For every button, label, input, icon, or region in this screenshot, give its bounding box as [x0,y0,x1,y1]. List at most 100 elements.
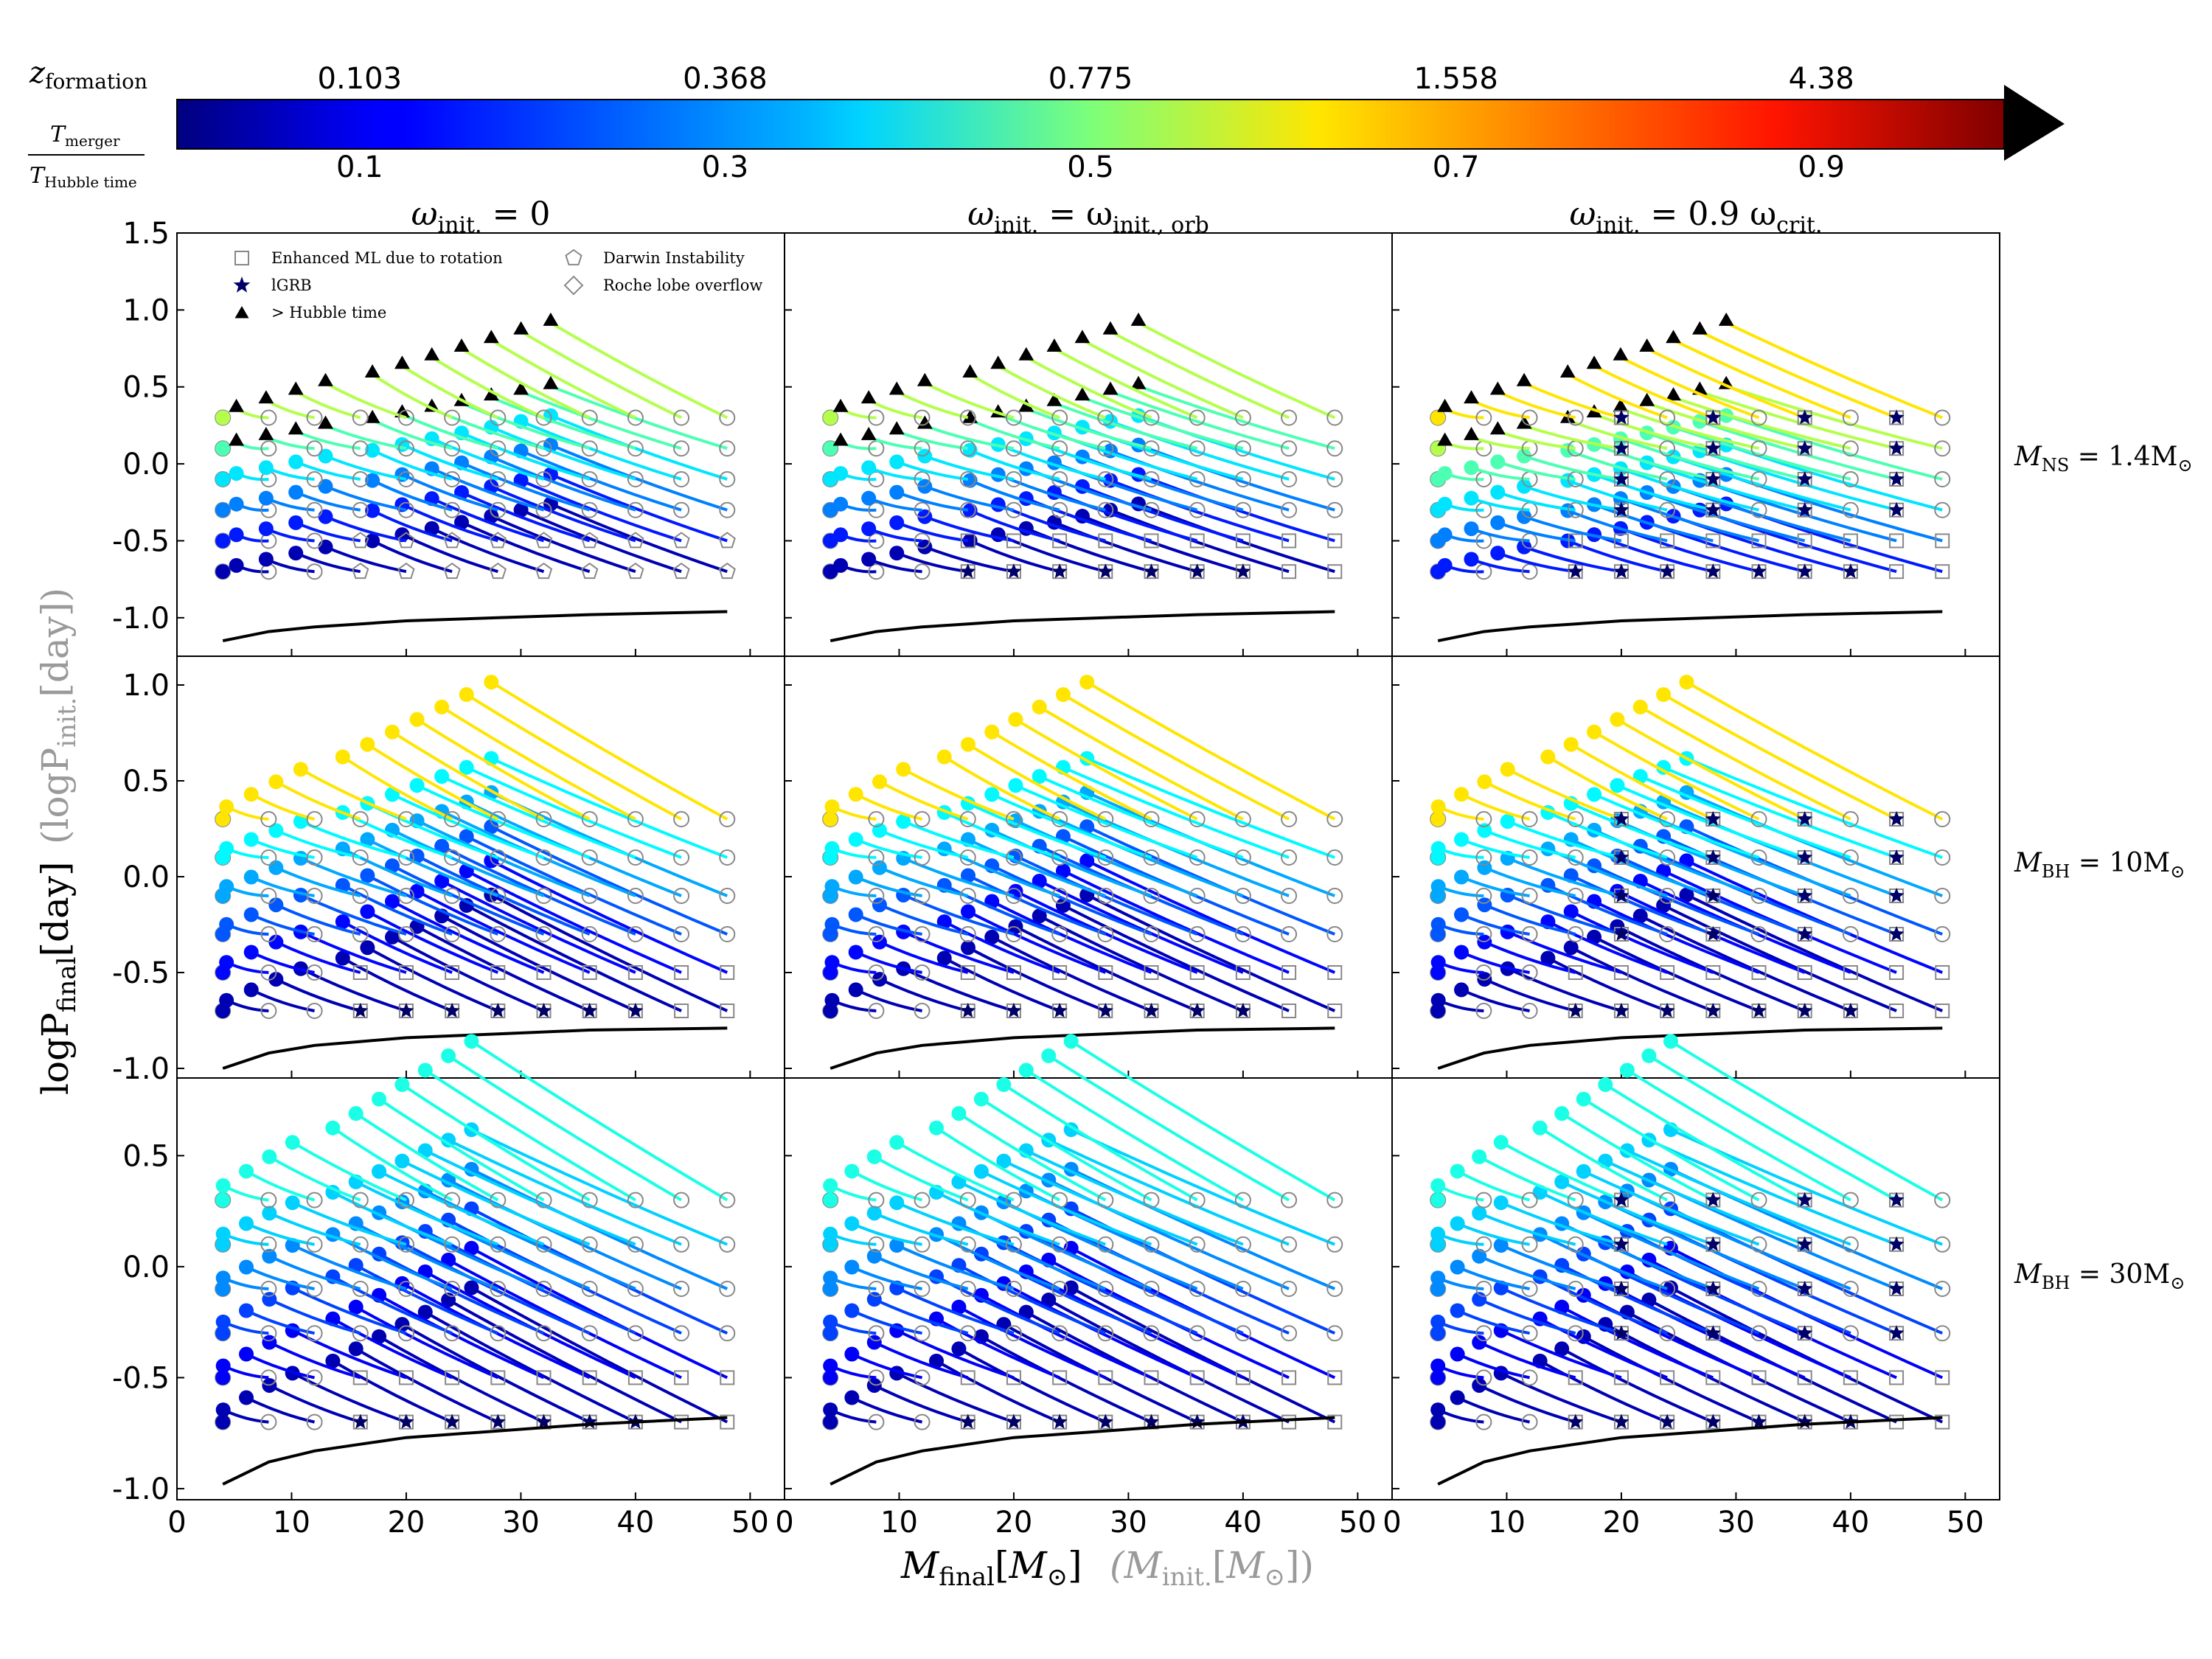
initial-point-marker [914,964,931,981]
evolution-track [969,418,1060,451]
final-point-marker [215,441,231,456]
panel-r1-c2 [1391,655,2000,1079]
evolution-track [1500,1371,1622,1424]
final-point-marker [1430,879,1446,894]
initial-point-marker [306,811,323,827]
initial-point-marker [914,849,931,866]
lgrb-star-marker [1705,1236,1721,1251]
hubble-time-marker [1586,355,1602,369]
evolution-track [447,1054,683,1202]
evolution-track [520,508,682,574]
evolution-track [1038,775,1244,859]
evolution-track [868,435,922,451]
legend-label: Enhanced ML due to rotation [271,249,503,267]
initial-point-marker [1097,440,1114,457]
enhanced-ml-marker [1889,1414,1905,1430]
evolution-track [341,883,453,936]
evolution-track [424,1270,636,1380]
final-point-marker [484,509,499,524]
initial-point-marker [868,964,885,981]
initial-point-marker [719,888,736,904]
initial-point-marker [1234,888,1251,904]
enhanced-ml-marker [1281,965,1297,980]
evolution-track [1561,1180,1714,1246]
evolution-track [967,946,1107,1012]
final-point-marker [1430,1402,1446,1418]
lgrb-star-marker [352,1413,369,1429]
final-point-marker [1454,945,1470,960]
evolution-track [1582,1211,1760,1290]
evolution-track [1686,757,1943,859]
final-point-marker [1430,1358,1446,1374]
initial-point-marker [627,926,644,942]
enhanced-ml-marker [1705,533,1721,549]
lgrb-star-marker [1797,1003,1813,1018]
final-point-marker [848,869,863,885]
enhanced-ml-marker [1705,965,1721,980]
hubble-time-marker [888,421,905,435]
initial-point-marker [535,1325,552,1342]
evolution-track [401,473,498,512]
final-point-marker [823,410,838,425]
initial-point-marker [914,926,931,942]
initial-point-marker [444,501,461,518]
initial-point-marker [1143,409,1160,426]
final-point-marker [951,1341,967,1357]
final-point-marker [844,1303,860,1318]
hubble-time-marker [1489,421,1506,435]
evolution-track [1070,1286,1336,1424]
lgrb-star-marker [1006,1003,1022,1018]
evolution-track [550,384,728,451]
enhanced-ml-marker [1935,1370,1950,1385]
y-axis-label: logPfinal[day] (logPinit.[day]) [34,588,82,1095]
final-point-marker [896,762,911,777]
evolution-track [1484,940,1576,974]
initial-point-marker [1234,1192,1251,1208]
row-label-value: = 1.4M [2069,442,2177,472]
enhanced-ml-marker [1889,965,1905,980]
lgrb-star-marker [960,563,976,579]
evolution-track [1523,515,1622,543]
final-point-marker [889,1195,905,1211]
initial-point-marker [868,1413,885,1430]
initial-point-marker [306,1413,323,1430]
evolution-track [873,1298,969,1335]
lgrb-star-marker [1705,1413,1721,1429]
initial-point-marker [397,440,414,457]
evolution-track [936,1317,1060,1380]
enhanced-ml-marker [1098,965,1113,980]
evolution-track [969,373,1060,420]
hubble-time-marker [917,372,933,386]
initial-point-marker [1567,888,1584,904]
final-point-marker [229,557,244,573]
hubble-time-marker [1437,432,1453,446]
y-tick-label: 1.5 [122,217,170,251]
initial-point-marker [306,1325,323,1342]
lgrb-star-marker [1705,563,1721,579]
evolution-track [378,1293,545,1380]
evolution-track [924,484,1015,512]
initial-point-marker [1281,926,1298,942]
enhanced-ml-marker [1751,533,1767,549]
column-title-subscript: init. [994,212,1038,238]
enhanced-ml-marker [1281,564,1297,580]
final-point-marker [889,454,905,470]
final-point-marker [219,799,234,815]
initial-point-marker [868,501,885,518]
evolution-track [1672,396,1851,451]
lgrb-star-marker [1705,409,1721,425]
hubble-time-marker [1437,398,1453,412]
initial-point-marker [490,501,507,518]
lgrb-star-marker [1797,926,1813,941]
final-point-marker [824,955,840,970]
final-point-marker [1430,992,1446,1008]
evolution-track [268,1340,361,1380]
initial-point-marker [914,532,931,549]
evolution-track [943,883,1060,936]
evolution-track [1054,401,1198,451]
panel-frame [176,655,785,1079]
evolution-track [1593,503,1714,543]
evolution-track [291,1329,407,1380]
initial-point-marker [535,409,552,426]
evolution-track [470,1128,728,1246]
